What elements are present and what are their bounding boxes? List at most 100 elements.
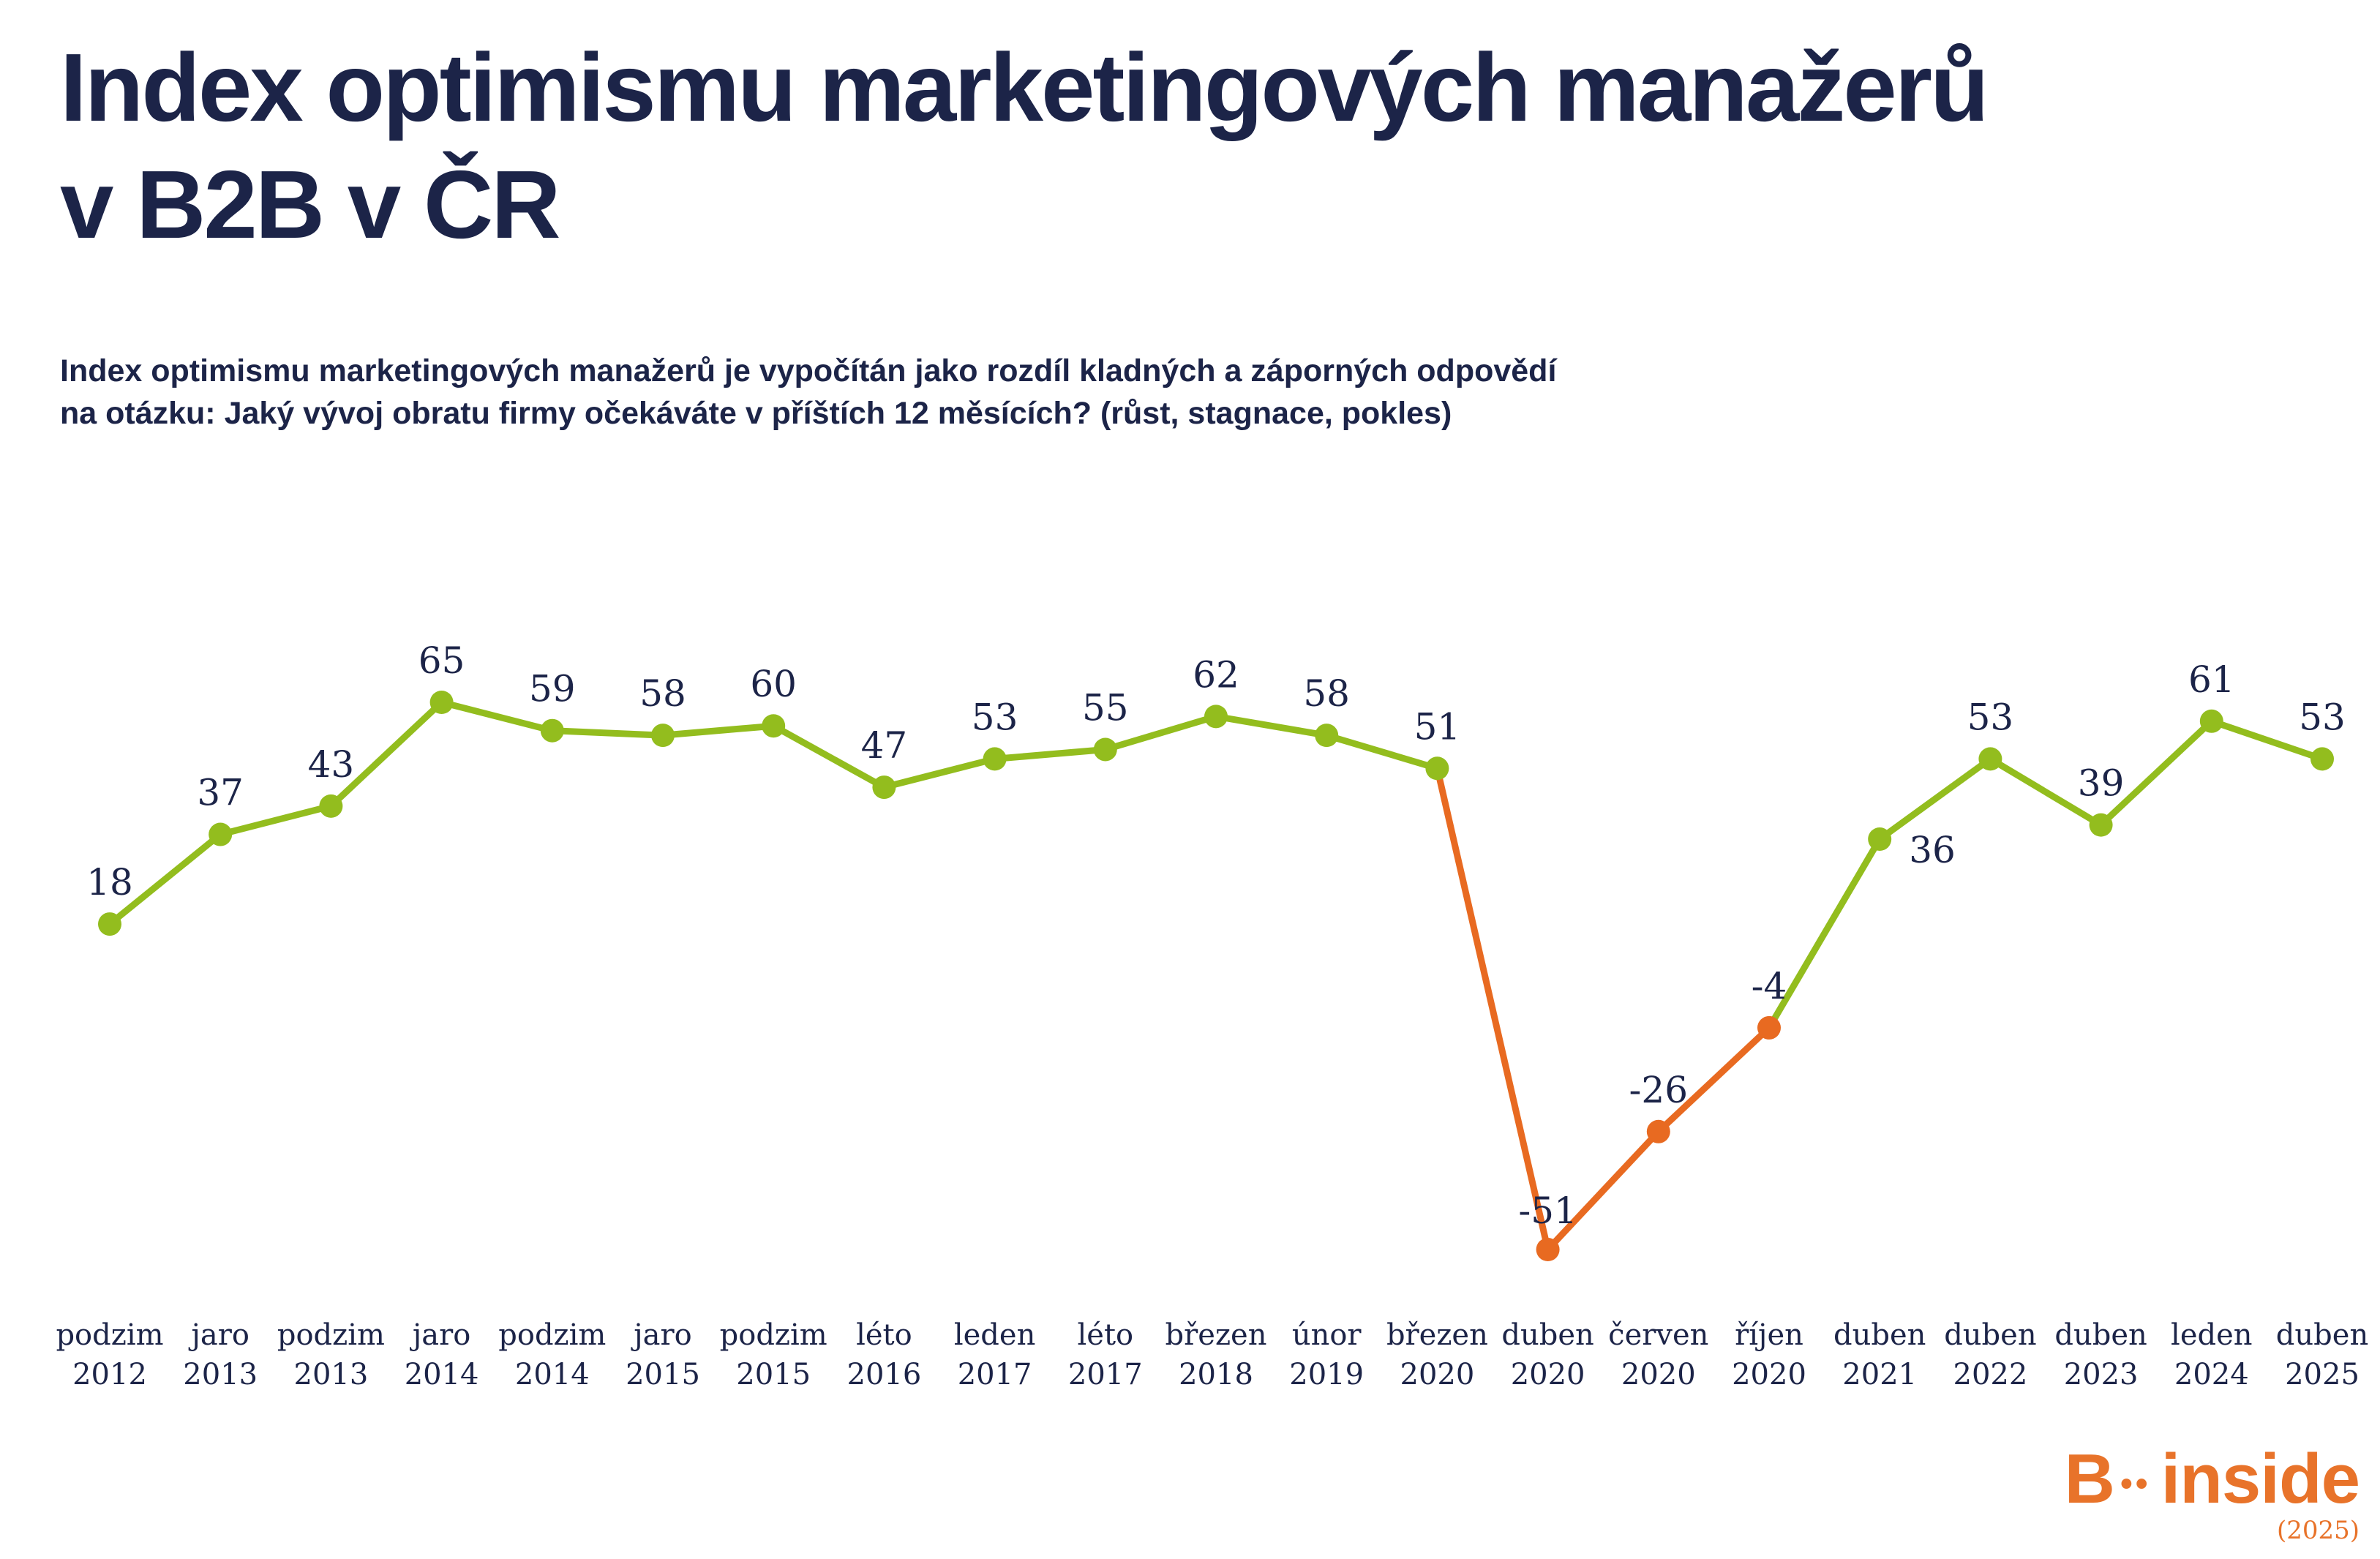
x-tick-label-11: únor <box>1292 1318 1362 1352</box>
x-tick-label-0: podzim <box>56 1318 163 1352</box>
data-label-0: 18 <box>86 861 133 904</box>
data-label-14: -26 <box>1629 1069 1689 1111</box>
data-point-2 <box>319 794 343 818</box>
x-tick-label-12: březen <box>1386 1318 1488 1352</box>
series-segment-15 <box>1765 835 1883 1032</box>
data-point-5 <box>651 724 675 748</box>
data-point-20 <box>2310 747 2334 771</box>
x-tick-label-4: podzim <box>498 1318 606 1352</box>
series-segment-13 <box>1544 1128 1662 1253</box>
x-tick-year-14: 2020 <box>1621 1358 1696 1391</box>
data-point-10 <box>1204 705 1228 729</box>
data-label-20: 53 <box>2299 696 2346 738</box>
data-label-18: 39 <box>2078 762 2125 805</box>
data-point-14 <box>1646 1119 1670 1143</box>
chart-subtitle-line-2: na otázku: Jaký vývoj obratu firmy očeká… <box>60 396 1452 431</box>
data-label-5: 58 <box>639 672 686 715</box>
x-tick-year-1: 2013 <box>183 1358 258 1391</box>
x-tick-year-16: 2021 <box>1842 1358 1917 1391</box>
data-point-16 <box>1868 827 1892 851</box>
series-segment-6 <box>770 722 887 791</box>
x-tick-label-1: jaro <box>188 1318 249 1352</box>
data-label-3: 65 <box>418 639 465 682</box>
data-label-6: 60 <box>750 663 797 705</box>
x-tick-year-2: 2013 <box>294 1358 369 1391</box>
chart-subtitle-line-1: Index optimismu marketingových manažerů … <box>60 353 1557 388</box>
data-point-7 <box>872 775 896 800</box>
series-segment-16 <box>1876 755 1994 843</box>
x-tick-label-13: duben <box>1501 1318 1593 1352</box>
x-tick-year-12: 2020 <box>1400 1358 1475 1391</box>
chart-title-line-1: Index optimismu marketingových manažerů <box>60 34 1989 141</box>
series-segment-18 <box>2098 718 2215 829</box>
x-tick-label-10: březen <box>1165 1318 1267 1352</box>
x-tick-year-10: 2018 <box>1179 1358 1253 1391</box>
data-label-1: 37 <box>197 772 244 814</box>
x-tick-label-8: leden <box>954 1318 1036 1352</box>
data-point-19 <box>2199 709 2223 733</box>
x-tick-label-5: jaro <box>631 1318 691 1352</box>
x-tick-year-19: 2024 <box>2174 1358 2249 1391</box>
x-tick-year-20: 2025 <box>2285 1358 2360 1391</box>
x-tick-label-15: říjen <box>1735 1318 1803 1352</box>
x-tick-label-19: leden <box>2171 1318 2253 1352</box>
data-point-3 <box>429 691 454 714</box>
data-label-16: 36 <box>1909 829 1956 871</box>
series-segment-10 <box>1212 713 1330 739</box>
x-tick-label-14: červen <box>1608 1318 1708 1352</box>
x-tick-year-4: 2014 <box>515 1358 590 1391</box>
brand-logo-b: B <box>2064 1440 2115 1518</box>
x-tick-label-18: duben <box>2054 1318 2147 1352</box>
x-tick-label-17: duben <box>1944 1318 2036 1352</box>
x-tick-label-2: podzim <box>277 1318 385 1352</box>
series-segment-1 <box>217 803 334 838</box>
x-tick-year-5: 2015 <box>626 1358 700 1391</box>
data-point-1 <box>209 822 233 846</box>
x-tick-year-9: 2017 <box>1068 1358 1143 1391</box>
series-segment-14 <box>1655 1024 1773 1135</box>
x-tick-label-20: duben <box>2276 1318 2368 1352</box>
data-point-13 <box>1536 1238 1560 1261</box>
brand-logo-inside: inside <box>2161 1440 2360 1518</box>
data-label-9: 55 <box>1082 686 1129 729</box>
x-tick-label-3: jaro <box>410 1318 470 1352</box>
x-tick-label-9: léto <box>1077 1318 1133 1352</box>
series-segment-4 <box>549 727 667 739</box>
data-point-18 <box>2089 813 2113 837</box>
series-segment-17 <box>1986 755 2105 829</box>
data-point-6 <box>762 714 786 738</box>
brand-logo-dots: •• <box>2120 1464 2151 1503</box>
x-tick-year-6: 2015 <box>736 1358 811 1391</box>
data-label-2: 43 <box>308 743 355 786</box>
series-segment-12 <box>1433 765 1552 1253</box>
x-tick-year-18: 2023 <box>2064 1358 2139 1391</box>
brand-year: (2025) <box>2276 1516 2360 1545</box>
data-point-15 <box>1757 1015 1781 1040</box>
data-label-17: 53 <box>1967 696 2014 738</box>
x-tick-year-17: 2022 <box>1953 1358 2028 1391</box>
x-tick-year-8: 2017 <box>958 1358 1032 1391</box>
series-segment-11 <box>1323 732 1441 772</box>
brand-logo: B •• inside <box>2065 1443 2360 1521</box>
x-tick-year-15: 2020 <box>1732 1358 1806 1391</box>
series-segment-3 <box>438 699 556 735</box>
data-label-12: 51 <box>1414 705 1461 748</box>
x-tick-year-7: 2016 <box>847 1358 922 1391</box>
x-tick-label-7: léto <box>856 1318 912 1352</box>
series-segment-7 <box>880 755 999 791</box>
chart-title-line-2: v B2B v ČR <box>60 151 561 258</box>
data-point-0 <box>98 912 121 936</box>
data-point-11 <box>1315 724 1339 748</box>
data-point-12 <box>1425 756 1449 781</box>
data-label-19: 61 <box>2188 658 2235 701</box>
data-label-4: 59 <box>529 668 576 710</box>
series-segment-0 <box>106 831 224 928</box>
x-tick-year-13: 2020 <box>1511 1358 1585 1391</box>
x-tick-label-6: podzim <box>720 1318 827 1352</box>
series-segment-8 <box>991 745 1109 762</box>
data-point-9 <box>1093 737 1117 762</box>
data-point-4 <box>540 718 564 743</box>
data-point-8 <box>983 747 1007 771</box>
chart-title: Index optimismu marketingových manažerů … <box>60 29 1989 263</box>
